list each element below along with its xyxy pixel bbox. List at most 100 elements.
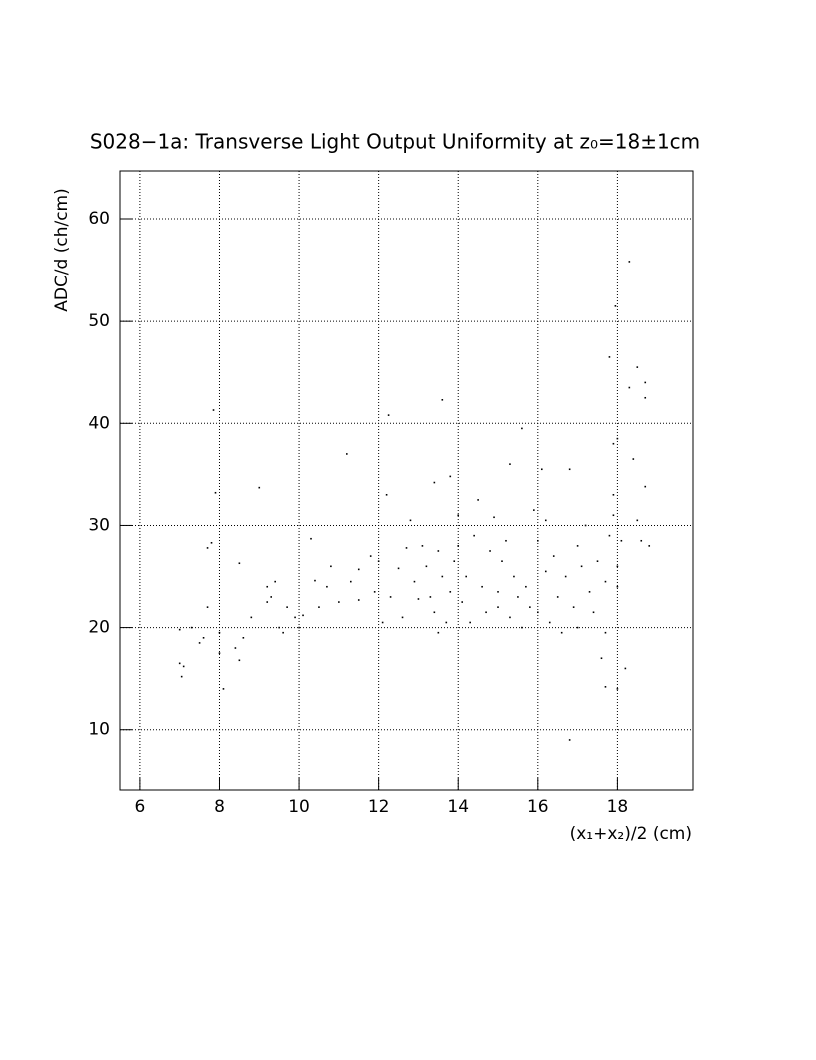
y-tick-label: 40 (88, 413, 110, 433)
point (409, 519, 412, 522)
point (433, 611, 436, 614)
point (429, 596, 432, 598)
point (636, 519, 639, 522)
x-tick-label: 18 (607, 797, 629, 817)
point (210, 542, 213, 544)
point (318, 606, 320, 608)
point (481, 585, 483, 588)
point (600, 657, 603, 660)
point (501, 560, 503, 562)
point (282, 631, 284, 634)
point (180, 675, 183, 678)
point (178, 662, 181, 665)
point (612, 442, 615, 445)
point (202, 637, 205, 639)
point (540, 468, 543, 471)
point (612, 494, 615, 496)
x-tick-label: 10 (288, 797, 310, 817)
point (628, 261, 631, 263)
point (222, 688, 225, 690)
point (206, 606, 209, 608)
point (576, 626, 579, 629)
y-tick-label: 50 (88, 311, 110, 331)
point (441, 399, 444, 401)
point (544, 570, 547, 573)
point (568, 468, 571, 471)
point (620, 539, 623, 542)
point (616, 565, 619, 568)
point (533, 509, 535, 511)
point (489, 550, 491, 552)
point (596, 560, 599, 562)
point (608, 534, 611, 537)
point (453, 560, 456, 562)
point (445, 621, 448, 624)
point (401, 616, 404, 619)
point (521, 427, 523, 430)
point (218, 631, 221, 634)
point (529, 606, 531, 608)
point (270, 596, 273, 598)
point (417, 598, 420, 600)
point (338, 601, 340, 603)
point (266, 601, 269, 603)
point (387, 414, 390, 416)
point (214, 491, 217, 494)
point (612, 514, 615, 517)
x-tick-label: 16 (527, 797, 549, 817)
point (413, 580, 416, 583)
point (644, 485, 647, 488)
point (537, 611, 539, 614)
point (385, 494, 388, 496)
plot-frame (119, 170, 694, 791)
point (584, 524, 587, 527)
point (465, 575, 467, 578)
point (294, 616, 296, 619)
point (238, 562, 241, 565)
point (330, 565, 332, 568)
y-axis-label: ADC/d (ch/cm) (52, 188, 72, 312)
point (190, 626, 193, 629)
point (234, 647, 237, 649)
point (552, 555, 555, 557)
point (616, 585, 619, 588)
point (397, 567, 400, 570)
point (266, 585, 269, 588)
point (258, 486, 261, 489)
point (218, 652, 221, 654)
point (357, 568, 360, 571)
point (608, 356, 611, 358)
point (457, 514, 460, 517)
point (182, 665, 185, 668)
point (425, 565, 428, 568)
y-tick-label: 60 (88, 209, 110, 229)
point (576, 545, 579, 547)
point (326, 585, 328, 588)
point (521, 626, 523, 629)
point (461, 601, 464, 603)
point (564, 575, 567, 578)
point (517, 596, 519, 598)
point (548, 621, 551, 624)
point (346, 453, 348, 455)
x-tick-label: 14 (447, 797, 469, 817)
point (250, 616, 253, 619)
point (644, 381, 647, 384)
chart-title: S028−1a: Transverse Light Output Uniform… (90, 130, 700, 154)
point (636, 366, 639, 368)
point (437, 550, 440, 552)
point (298, 626, 300, 629)
y-tick-label: 30 (88, 515, 110, 535)
point (449, 475, 452, 478)
point (314, 579, 316, 582)
point (616, 688, 619, 690)
point (286, 606, 288, 608)
point (302, 614, 304, 617)
point (592, 611, 595, 614)
point (278, 626, 280, 629)
point (632, 458, 635, 460)
point (513, 575, 515, 578)
point (238, 659, 241, 662)
point (457, 545, 460, 547)
point (604, 631, 607, 634)
